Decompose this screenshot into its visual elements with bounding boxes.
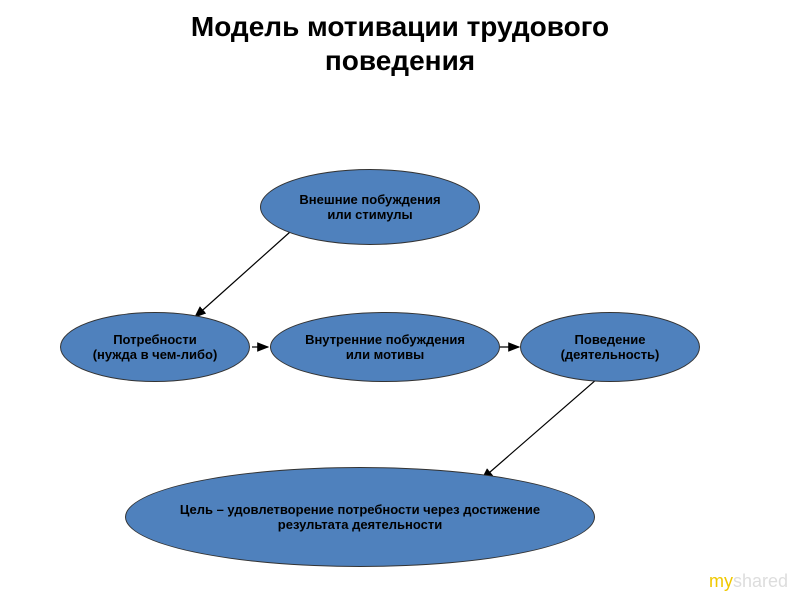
node-needs-line2: (нужда в чем-либо) [93, 347, 218, 362]
node-external-line2: или стимулы [327, 207, 412, 222]
node-needs-line1: Потребности [113, 332, 197, 347]
node-behavior-line2: (деятельность) [561, 347, 660, 362]
node-internal-line2: или мотивы [346, 347, 424, 362]
watermark-text: myshared [709, 571, 788, 592]
node-goal-line2: результата деятельности [278, 517, 442, 532]
title-line1: Модель мотивации трудового [191, 11, 609, 42]
node-behavior-line1: Поведение [575, 332, 646, 347]
node-goal: Цель – удовлетворение потребности через … [125, 467, 595, 567]
node-external-line1: Внешние побуждения [299, 192, 440, 207]
node-goal-line1: Цель – удовлетворение потребности через … [180, 502, 540, 517]
node-needs: Потребности (нужда в чем-либо) [60, 312, 250, 382]
node-external-stimuli: Внешние побуждения или стимулы [260, 169, 480, 245]
node-internal-motives: Внутренние побуждения или мотивы [270, 312, 500, 382]
diagram-title: Модель мотивации трудового поведения [0, 0, 800, 77]
arrow-behavior-to-goal [482, 379, 597, 479]
diagram-canvas: Внешние побуждения или стимулы Потребнос… [0, 77, 800, 597]
arrow-external-to-needs [195, 232, 290, 317]
node-internal-line1: Внутренние побуждения [305, 332, 465, 347]
node-behavior: Поведение (деятельность) [520, 312, 700, 382]
title-line2: поведения [325, 45, 475, 76]
